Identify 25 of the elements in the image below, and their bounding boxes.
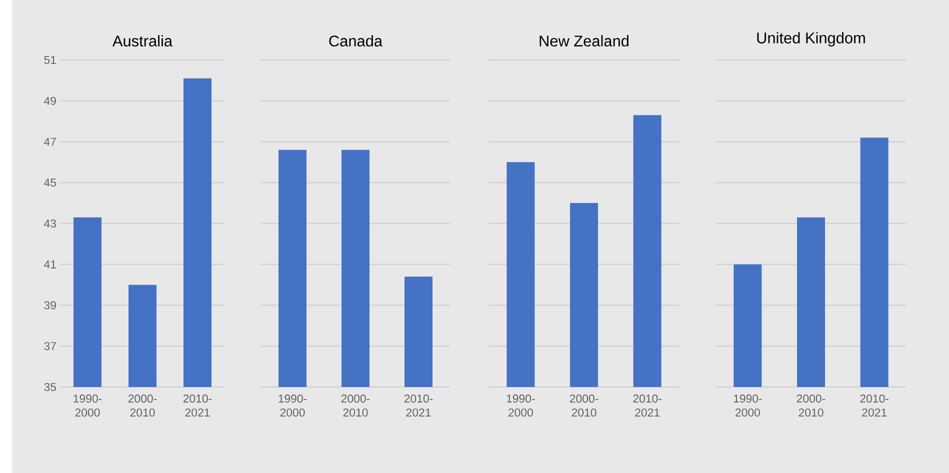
y-tick-label: 45 <box>44 178 56 187</box>
x-tick-label: 2000-2010 <box>341 394 370 417</box>
x-tick-label: 2000-2010 <box>796 394 826 417</box>
chart-title: Australia <box>112 35 173 47</box>
y-tick-label: 43 <box>44 219 56 228</box>
chart-title: New Zealand <box>540 35 628 47</box>
x-tick-label: 2010-2021 <box>860 394 888 417</box>
y-tick-label: 41 <box>44 260 56 268</box>
y-tick-label: 35 <box>44 382 56 392</box>
x-tick-label: 2010-2021 <box>183 394 212 417</box>
y-tick-label: 51 <box>44 56 56 64</box>
x-tick-label: 1990-2000 <box>506 394 535 417</box>
x-tick-label: 2010-2021 <box>404 394 433 417</box>
x-tick-label: 2010-2021 <box>633 394 662 417</box>
chart-title: Canada <box>329 35 383 47</box>
x-tick-label: 2000-2010 <box>128 394 157 417</box>
y-tick-label: 39 <box>44 301 56 310</box>
y-tick-label: 37 <box>44 342 56 350</box>
x-tick-label: 1990-2000 <box>734 394 762 417</box>
y-tick-label: 47 <box>44 138 56 146</box>
x-tick-label: 1990-2000 <box>74 394 102 417</box>
y-tick-label: 49 <box>44 96 56 105</box>
chart-title: United Kingdom <box>757 32 865 46</box>
x-tick-label: 1990-2000 <box>278 394 307 417</box>
x-tick-label: 2000-2010 <box>570 394 598 417</box>
